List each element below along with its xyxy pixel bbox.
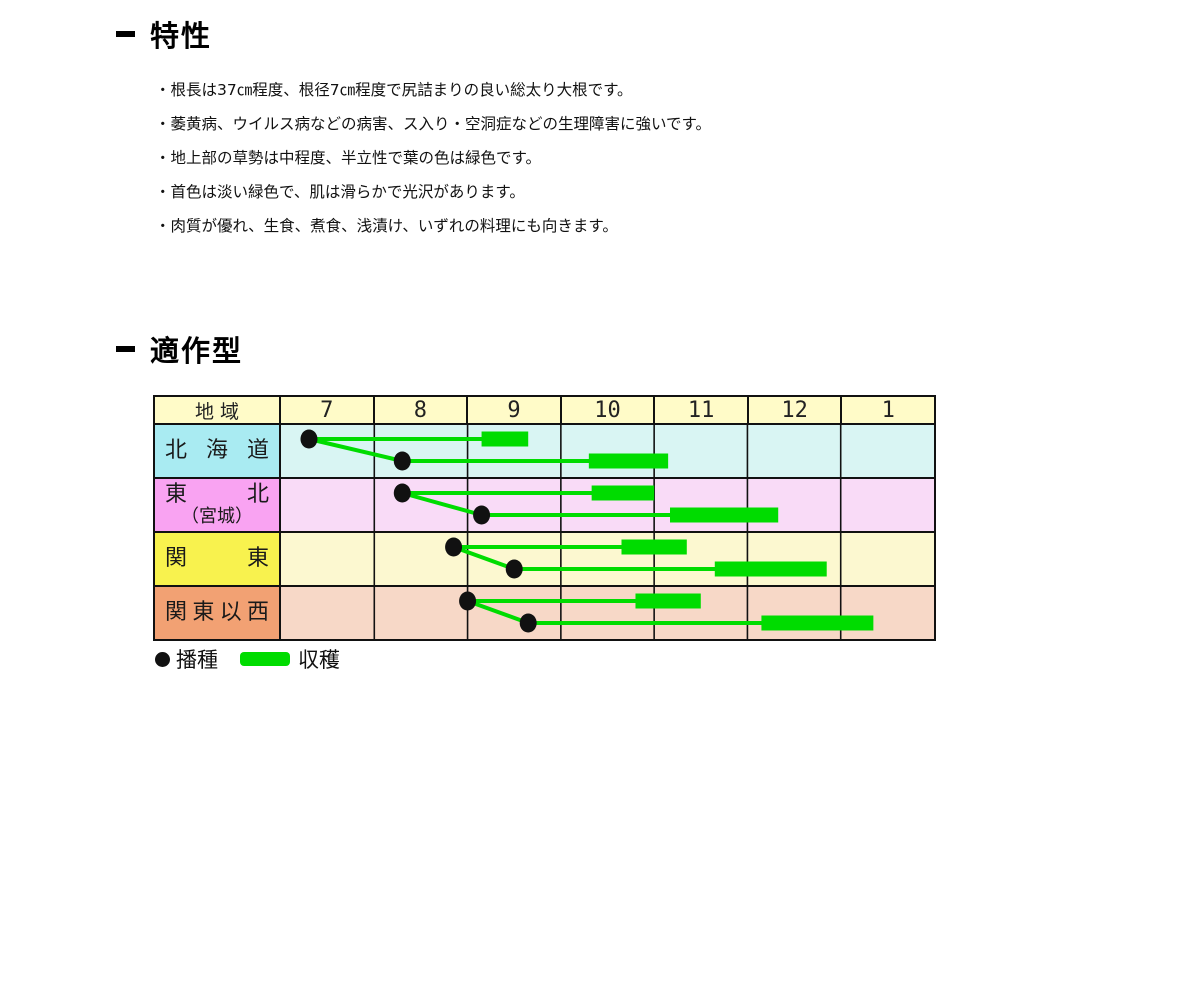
- region-chart-svg: [373, 479, 842, 531]
- harvest-bar: [635, 593, 701, 609]
- harvest-bar: [714, 561, 827, 577]
- heading-dash-icon: [116, 346, 135, 352]
- region-sublabel: （宮城）: [181, 506, 253, 527]
- sow-dot-legend-icon: [155, 651, 170, 667]
- trait-bullet-5: ・肉質が優れ、生食、煮食、浅漬け、いずれの料理にも向きます。: [155, 217, 618, 235]
- sow-dot: [473, 505, 491, 525]
- calendar-row-2: 東 北（宮城）: [155, 477, 934, 531]
- month-header-cell-1: 1: [840, 397, 934, 423]
- sow-dot: [393, 483, 411, 503]
- month-header-cell-10: 10: [559, 397, 654, 423]
- region-label-cell: 関 東: [155, 533, 281, 585]
- month-header-cell-7: 7: [320, 397, 334, 423]
- harvest-bar: [481, 431, 529, 447]
- month-header-row: 7 8 9 10 11 12 1: [281, 397, 934, 423]
- chart-legend: 播種 収穫: [155, 644, 340, 674]
- region-label: 東 北: [165, 482, 269, 507]
- region-chart-cell: [281, 425, 934, 477]
- region-chart-svg: [300, 425, 842, 477]
- section-heading-traits: 特性: [116, 13, 212, 55]
- traits-bullet-list: ・根長は37㎝程度、根径7㎝程度で尻詰まりの良い総太り大根です。・萎黄病、ウイル…: [155, 73, 711, 243]
- region-label: 北 海 道: [165, 438, 269, 463]
- region-label: 関東以西: [165, 600, 269, 625]
- harvest-bar-legend-icon: [240, 652, 290, 666]
- region-label-cell: 北 海 道: [155, 425, 281, 477]
- region-header-label: 地 域: [194, 400, 240, 423]
- region-label: 関 東: [165, 546, 269, 571]
- sow-dot: [393, 451, 411, 471]
- heading-dash-icon: [116, 31, 135, 37]
- month-header-cell-11: 11: [653, 397, 747, 423]
- sowing-span-connector-line: [306, 437, 405, 463]
- harvest-bar: [591, 485, 655, 501]
- region-chart-svg: [373, 533, 842, 585]
- legend-sow-label: 播種: [176, 648, 218, 672]
- calendar-row-1: 北 海 道: [155, 423, 934, 477]
- trait-bullet-3: ・地上部の草勢は中程度、半立性で葉の色は緑色です。: [155, 149, 541, 167]
- sowing-span-connector-line: [400, 491, 484, 517]
- region-header-cell: 地 域: [155, 397, 281, 423]
- sow-dot: [445, 537, 463, 557]
- section-heading-calendar: 適作型: [116, 328, 243, 370]
- month-header-cell-12: 12: [746, 397, 841, 423]
- calendar-row-3: 関 東: [155, 531, 934, 585]
- region-label-cell: 関東以西: [155, 587, 281, 639]
- trait-bullet-1: ・根長は37㎝程度、根径7㎝程度で尻詰まりの良い総太り大根です。: [155, 81, 633, 99]
- legend-harvest-label: 収穫: [298, 648, 340, 672]
- harvest-bar: [761, 615, 874, 631]
- harvest-bar: [621, 539, 687, 555]
- region-chart-svg: [373, 587, 874, 639]
- calendar-row-4: 関東以西: [155, 585, 934, 639]
- month-header-cell-8: 8: [372, 397, 467, 423]
- month-header-cell-9: 9: [466, 397, 560, 423]
- cultivation-calendar-table: 地 域 7 8 9 10 11 12 1 北 海 道東 北（宮城） 関 東関東以西: [153, 395, 936, 641]
- harvest-bar: [670, 507, 779, 523]
- calendar-header-row: 地 域 7 8 9 10 11 12 1: [155, 397, 934, 423]
- trait-bullet-4: ・首色は淡い緑色で、肌は滑らかで光沢があります。: [155, 183, 525, 201]
- sow-dot: [459, 591, 477, 611]
- calendar-title: 適作型: [150, 334, 244, 368]
- region-label-cell: 東 北（宮城）: [155, 479, 281, 531]
- region-chart-cell: [281, 479, 934, 531]
- sow-dot: [519, 613, 537, 633]
- sow-dot: [505, 559, 523, 579]
- trait-bullet-2: ・萎黄病、ウイルス病などの病害、ス入り・空洞症などの生理障害に強いです。: [155, 115, 711, 133]
- traits-title: 特性: [150, 19, 213, 53]
- region-chart-cell: [281, 533, 934, 585]
- sow-dot: [300, 429, 318, 449]
- sowing-span-connector-line: [451, 545, 517, 571]
- region-chart-cell: [281, 587, 934, 639]
- harvest-bar: [588, 453, 669, 469]
- sowing-span-connector-line: [465, 599, 531, 625]
